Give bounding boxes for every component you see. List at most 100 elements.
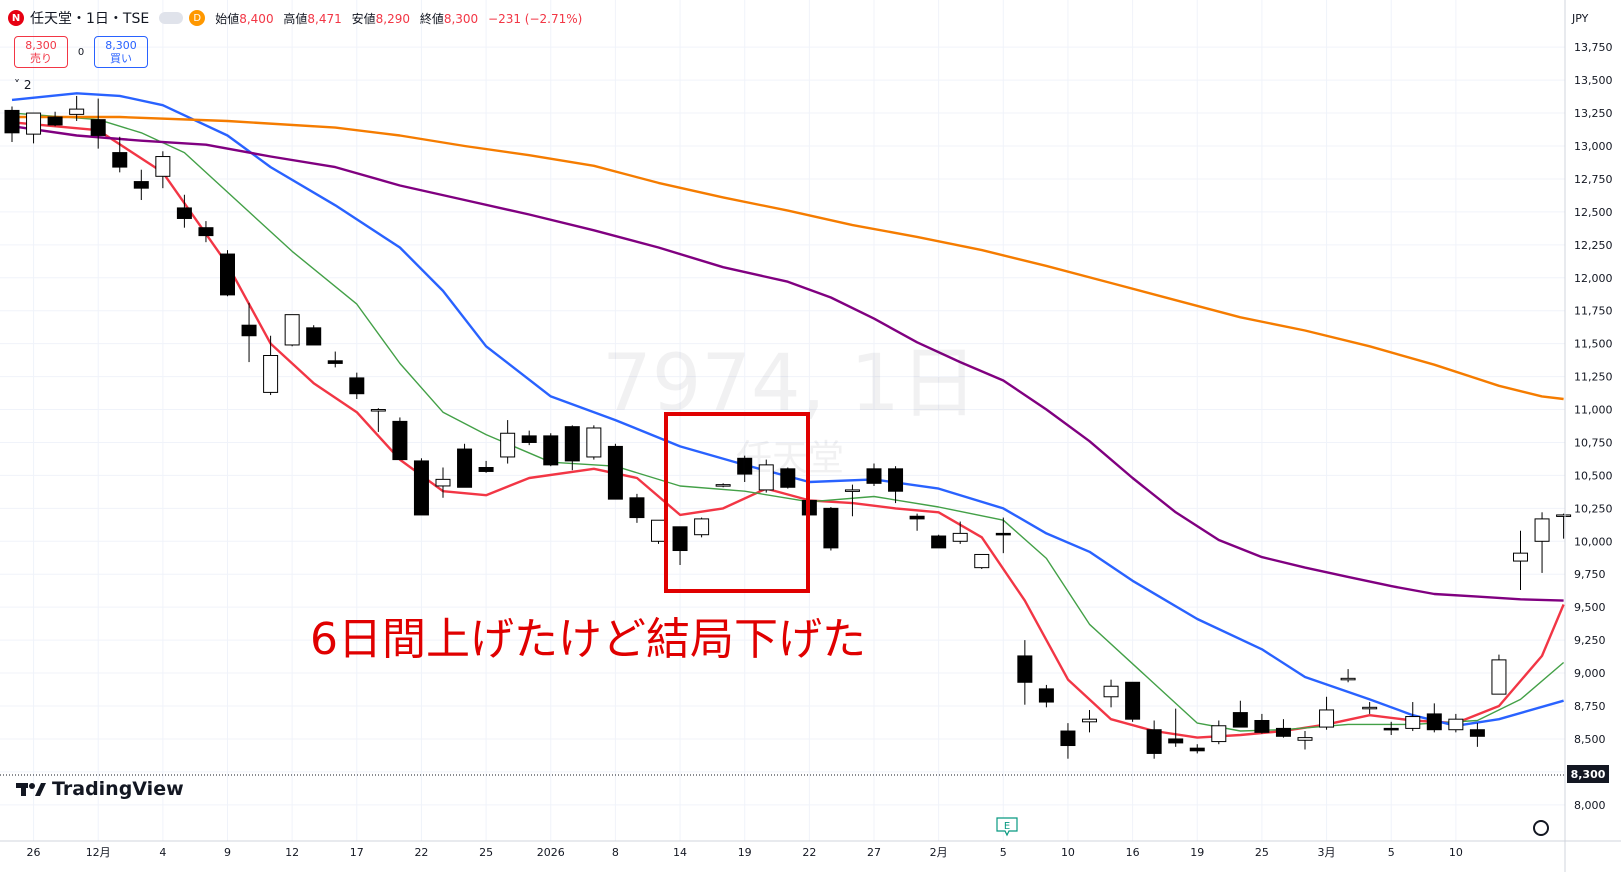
candle-body [47,116,63,126]
price-tick-label: 12,250 [1574,239,1613,252]
candle [844,484,860,517]
time-tick-label: 5 [1000,846,1007,859]
time-tick-label: 5 [1388,846,1395,859]
candle-body [1319,709,1335,728]
candle [198,221,214,243]
price-tick-label: 10,250 [1574,502,1613,515]
price-tick-label: 8,000 [1574,799,1606,812]
candle-body [1556,514,1572,517]
candle [1254,713,1270,734]
candle-body [543,435,559,466]
candle-body [1232,712,1248,728]
time-tick-label: 2月 [930,846,948,859]
candle-body [133,181,149,189]
candle [888,466,904,504]
time-tick-label: 17 [350,846,364,859]
candle-body [737,457,753,475]
ma-line-4 [11,125,1564,602]
candle [1038,684,1054,708]
nintendo-logo-icon: N [8,10,24,26]
ohlc-values: 始値8,400 高値8,471 安値8,290 終値8,300 −231 (−2… [215,11,583,26]
candle [284,314,300,347]
time-tick-label: 19 [1190,846,1204,859]
candle-body [1038,688,1054,703]
price-axis[interactable]: 8,0008,2508,5008,7509,0009,2509,5009,750… [1574,41,1613,812]
time-tick-label: 25 [479,846,493,859]
high-value: 8,471 [307,11,342,26]
candle-body [564,426,580,462]
candle [392,417,408,461]
tradingview-brand[interactable]: TradingView [16,778,184,800]
candle [241,302,257,363]
candle [1491,654,1507,695]
candle-body [155,156,171,177]
candle-body [758,464,774,491]
candle-body [931,535,947,549]
candle-body [715,484,731,487]
price-tick-label: 8,500 [1574,733,1606,746]
candle-body [69,108,85,115]
buy-button[interactable]: 8,300 買い [94,36,148,68]
candle [780,467,796,489]
candle [1534,512,1550,573]
indicators-toggle[interactable]: ˅ 2 [14,78,32,92]
candle [1232,700,1248,728]
candle-body [1189,747,1205,752]
candle-body [1405,716,1421,729]
candle [90,98,106,149]
sell-button[interactable]: 8,300 売り [14,36,68,68]
toggle-icon[interactable] [159,12,184,24]
candle [327,351,343,368]
buy-label: 買い [110,52,132,65]
symbol-title[interactable]: 任天堂・1日・TSE [30,11,150,27]
candle-body [521,435,537,443]
candle-body [1146,729,1162,754]
candle-body [1426,713,1442,731]
time-tick-label: 9 [224,846,231,859]
candle [1189,744,1205,754]
grid [0,0,1565,841]
candle [1513,530,1528,591]
candle-body [844,489,860,492]
candle [1060,723,1076,759]
time-tick-label: 27 [867,846,881,859]
price-tick-label: 10,750 [1574,436,1613,449]
candle [47,111,63,127]
time-tick-label: 26 [27,846,41,859]
candle-body [478,467,494,472]
candle [1426,703,1442,733]
time-tick-label: 10 [1061,846,1075,859]
candle-body [370,409,386,412]
time-tick-label: 22 [414,846,428,859]
time-tick-label: 12 [285,846,299,859]
candle-body [1448,718,1464,731]
settings-gear-icon[interactable] [1533,820,1549,836]
candle [370,408,386,432]
candle [263,335,279,396]
time-tick-label: 19 [738,846,752,859]
last-price-badge [1567,765,1609,783]
candle-body [888,468,904,492]
candle [737,455,753,482]
watermark: 7974, 1日 任天堂 [602,339,978,479]
candle [715,483,731,488]
candle-body [672,526,688,552]
price-tick-label: 13,500 [1574,74,1613,87]
earnings-marker[interactable]: E [996,817,1018,837]
candle [435,467,451,498]
brand-name: TradingView [52,778,184,800]
candle [349,372,365,399]
candle [564,425,580,471]
time-tick-label: 10 [1449,846,1463,859]
candle-body [392,420,408,461]
candle-body [823,507,839,549]
interval-badge: D [189,10,206,26]
candle-body [26,112,42,135]
time-tick-label: 4 [159,846,166,859]
candle-body [1060,730,1076,747]
price-tick-label: 11,500 [1574,338,1613,351]
price-tick-label: 11,750 [1574,305,1613,318]
candle [1297,731,1313,750]
time-axis[interactable]: 26 12月 4 9 12 17 22 25 2026 8 14 19 22 27 2月 5 10 16 19 25 3… [27,846,1463,859]
